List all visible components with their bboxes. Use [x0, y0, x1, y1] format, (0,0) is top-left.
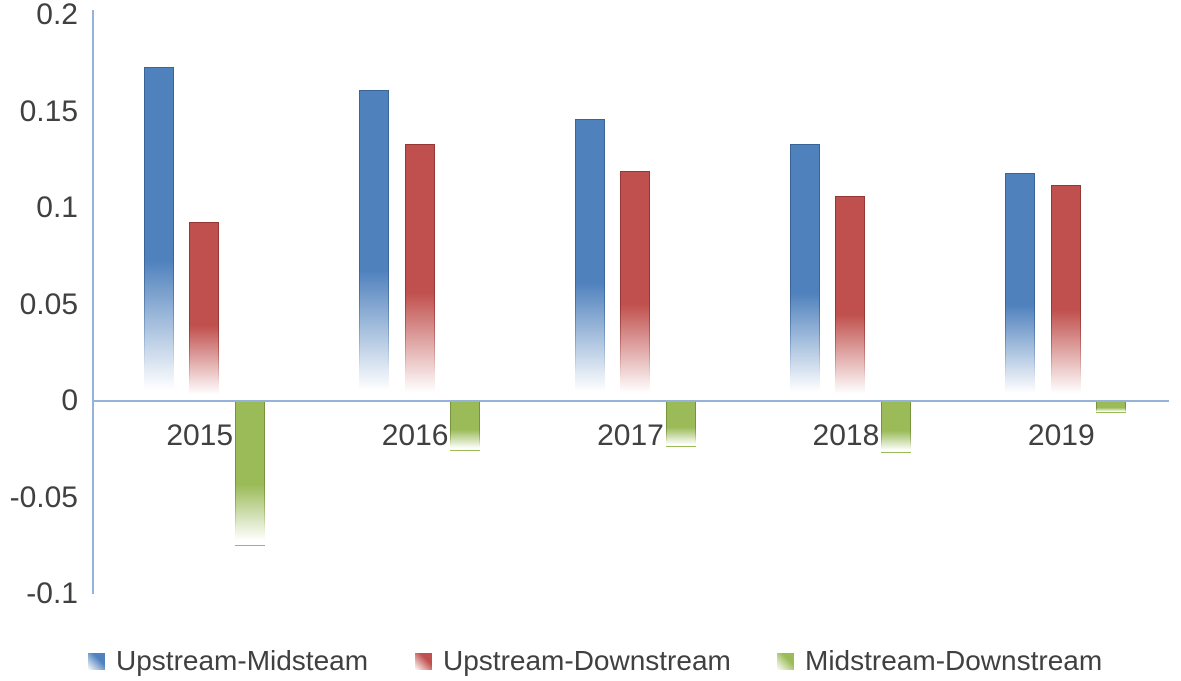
legend-item: Upstream-Midsteam	[88, 644, 368, 678]
y-tick-label: 0.1	[36, 191, 78, 224]
y-axis-labels: 0.2 0.15 0.1 0.05 0 -0.05 -0.1	[0, 0, 78, 681]
legend-label: Upstream-Downstream	[443, 645, 731, 676]
legend-swatch-icon	[415, 652, 432, 670]
x-category-label: 2016	[381, 419, 449, 452]
bar-midstream-downstream-2016	[450, 401, 481, 452]
x-category-label: 2018	[812, 419, 880, 452]
bar-upstream-midsteam-2016	[359, 90, 390, 401]
x-category-label: 2015	[166, 419, 234, 452]
bar-upstream-midsteam-2015	[143, 67, 174, 401]
legend-item: Upstream-Downstream	[415, 644, 731, 678]
y-axis-line	[92, 10, 94, 594]
legend-swatch-icon	[88, 652, 105, 670]
y-tick-label: 0	[61, 384, 78, 417]
zero-gridline	[92, 400, 1169, 402]
bar-upstream-downstream-2019	[1050, 184, 1081, 401]
bar-midstream-downstream-2015	[234, 401, 265, 546]
y-tick-label: -0.05	[9, 480, 78, 514]
bar-upstream-midsteam-2018	[789, 144, 820, 401]
x-category-label: 2019	[1027, 419, 1095, 452]
chart-legend: Upstream-Midsteam Upstream-Downstream Mids…	[0, 644, 1181, 678]
bar-upstream-downstream-2015	[189, 221, 220, 401]
bar-upstream-midsteam-2019	[1005, 173, 1036, 401]
bar-upstream-downstream-2018	[835, 196, 866, 401]
y-tick-label: -0.1	[26, 577, 78, 610]
bar-midstream-downstream-2019	[1096, 401, 1127, 413]
x-category-label: 2017	[597, 419, 664, 452]
bar-midstream-downstream-2018	[880, 401, 911, 454]
legend-swatch-icon	[777, 652, 794, 670]
legend-label: Upstream-Midsteam	[116, 645, 369, 676]
bar-upstream-downstream-2017	[620, 171, 650, 401]
bar-upstream-downstream-2016	[404, 144, 435, 401]
bar-upstream-midsteam-2017	[574, 119, 605, 401]
y-tick-label: 0.15	[19, 94, 78, 128]
legend-label: Midstream-Downstream	[805, 645, 1103, 676]
y-tick-label: 0.05	[19, 287, 78, 321]
y-tick-label: 0.2	[36, 0, 78, 31]
legend-item: Midstream-Downstream	[777, 644, 1102, 678]
